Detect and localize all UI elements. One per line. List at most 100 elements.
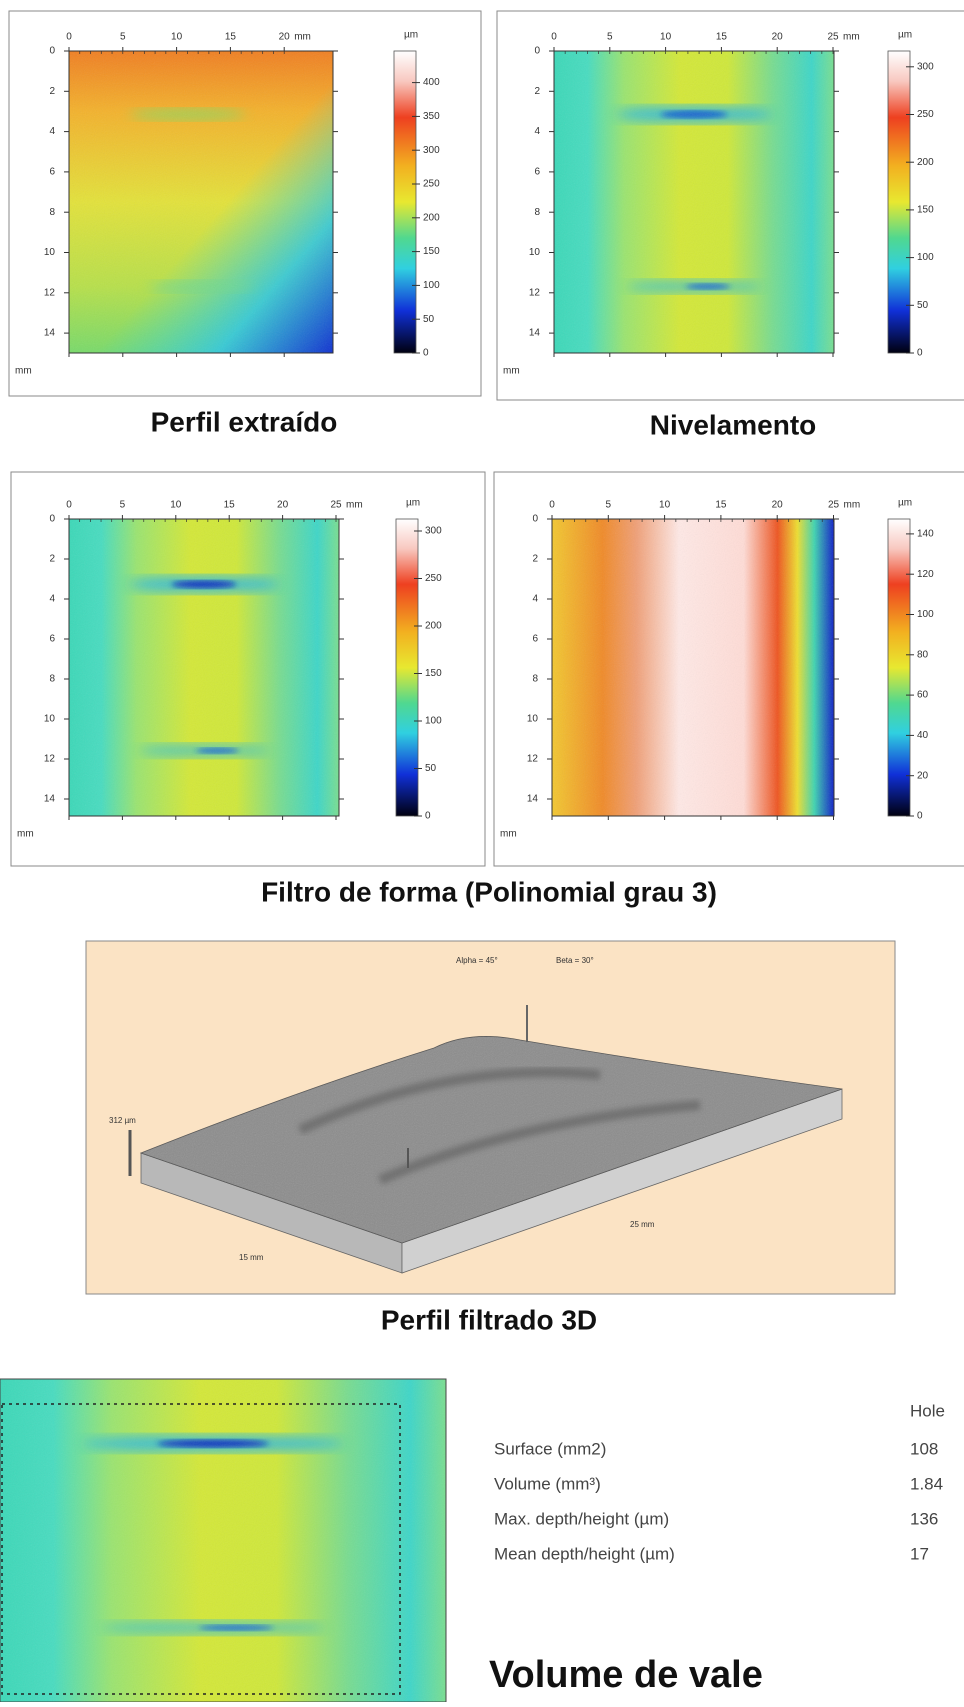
row-label: Max. depth/height (µm) [494,1509,669,1528]
y-tick-label: 14 [529,328,541,339]
x-tick-label: 20 [772,32,784,43]
scale-tick-label: 400 [423,77,440,88]
scale-tick-label: 150 [917,205,934,216]
scale-tick-label: 250 [425,573,442,584]
y-tick-label: 12 [44,287,56,298]
y-tick-label: 6 [49,167,55,178]
height-map-texture [552,519,834,816]
row-label: Volume (mm³) [494,1474,601,1493]
scale-tick-label: 40 [917,730,929,741]
height-map-texture [554,51,834,353]
scale-tick-label: 250 [917,109,934,120]
y-tick-label: 6 [534,167,540,178]
height-map-texture [69,519,339,816]
x-unit: mm [844,500,861,511]
y-tick-label: 4 [534,126,540,137]
scale-tick-label: 0 [917,348,923,359]
row-value: 17 [910,1544,929,1563]
row-label: Surface (mm2) [494,1439,606,1458]
scale-tick-label: 100 [423,280,440,291]
x-tick-label: 25 [330,500,342,511]
y-tick-label: 0 [534,46,540,57]
scale-tick-label: 100 [917,252,934,263]
scale-tick-label: 140 [917,529,934,540]
y-tick-label: 12 [529,287,541,298]
x-tick-label: 10 [170,500,182,511]
y-tick-label: 0 [532,514,538,525]
y-tick-label: 0 [49,46,55,57]
x-unit: mm [843,32,860,43]
y-tick-label: 2 [532,554,538,565]
y-unit: mm [500,829,517,840]
valley-map-texture [0,1379,446,1702]
scale-tick-label: 50 [917,300,929,311]
x-unit: mm [294,32,311,43]
y-tick-label: 6 [532,634,538,645]
scale-tick-label: 80 [917,649,929,660]
x-tick-label: 0 [549,500,555,511]
scale-tick-label: 120 [917,569,934,580]
caption: Volume de vale [489,1654,763,1696]
scale-tick-label: 300 [423,145,440,156]
x-tick-label: 0 [551,32,557,43]
y-tick-label: 14 [44,794,56,805]
scale-unit: µm [898,498,912,509]
row-value: 136 [910,1509,938,1528]
y-unit: mm [503,366,520,377]
x-tick-label: 20 [279,32,291,43]
y-tick-label: 6 [49,634,55,645]
scale-tick-label: 200 [917,157,934,168]
scale-tick-label: 250 [423,179,440,190]
y-tick-label: 12 [44,754,56,765]
y-tick-label: 10 [529,247,541,258]
color-scale [888,51,910,353]
scale-tick-label: 200 [425,621,442,632]
scale-tick-label: 50 [425,763,437,774]
scale-tick-label: 0 [917,811,923,822]
y-tick-label: 0 [49,514,55,525]
scale-tick-label: 100 [425,716,442,727]
color-scale [394,51,416,353]
y-tick-label: 4 [532,594,538,605]
y-tick-label: 10 [44,247,56,258]
row-label: Mean depth/height (µm) [494,1544,675,1563]
y-tick-label: 12 [527,754,539,765]
scale-tick-label: 200 [423,212,440,223]
y-tick-label: 14 [44,328,56,339]
figure: 05101520mm02468101214mmµm050100150200250… [0,0,964,1702]
scale-unit: µm [406,498,420,509]
y-tick-label: 4 [49,126,55,137]
y-tick-label: 8 [49,674,55,685]
height-label: 312 µm [109,1116,136,1125]
scale-tick-label: 60 [917,690,929,701]
y-tick-label: 8 [534,207,540,218]
y-tick-label: 2 [49,86,55,97]
scale-tick-label: 20 [917,770,929,781]
y-tick-label: 2 [534,86,540,97]
beta-label: Beta = 30° [556,956,594,965]
row-value: 1.84 [910,1474,943,1493]
scale-tick-label: 50 [423,314,435,325]
alpha-label: Alpha = 45° [456,956,498,965]
x-tick-label: 15 [716,32,728,43]
y-unit: mm [17,829,34,840]
scale-tick-label: 350 [423,111,440,122]
scale-tick-label: 300 [917,61,934,72]
width-label: 15 mm [239,1253,264,1262]
x-tick-label: 10 [171,32,183,43]
y-tick-label: 10 [44,714,56,725]
x-tick-label: 25 [827,32,839,43]
x-tick-label: 5 [607,32,613,43]
x-tick-label: 0 [66,500,72,511]
caption: Filtro de forma (Polinomial grau 3) [261,876,717,907]
color-scale [888,519,910,816]
x-tick-label: 10 [660,32,672,43]
color-scale [396,519,418,816]
table-header: Hole [910,1401,945,1420]
y-tick-label: 2 [49,554,55,565]
length-label: 25 mm [630,1220,655,1229]
y-tick-label: 8 [49,207,55,218]
row-value: 108 [910,1439,938,1458]
page: { "maps": [ {"x_ticks": [0, 5, 10, 15, 2… [0,0,964,1702]
scale-tick-label: 0 [425,811,431,822]
